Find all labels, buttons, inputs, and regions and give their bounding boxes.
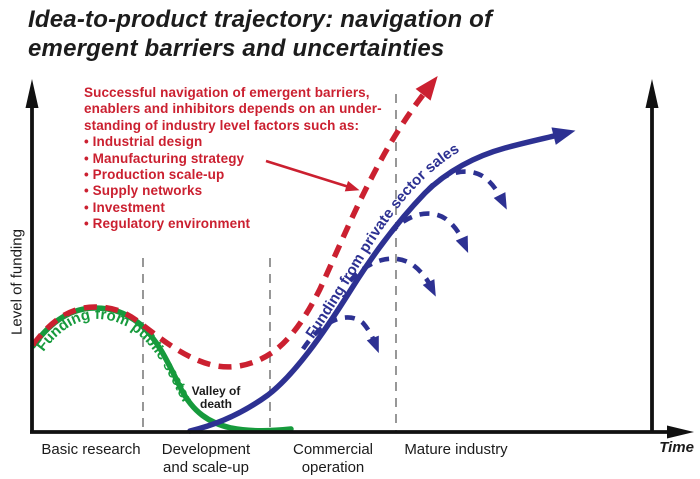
spinoff-arrow-1: [301, 315, 379, 354]
public-funding-curve-label-text: Funding from public sector: [33, 306, 195, 407]
spinoff-arrow-3: [388, 211, 469, 253]
x-axis-arrowhead: [667, 425, 694, 439]
valley-line-2: death: [199, 397, 233, 411]
x-category-mature-industry: Mature industry: [404, 441, 507, 459]
private-funding-curve: [187, 127, 576, 434]
note-bullet-item: • Investment: [84, 199, 165, 215]
x-category-line: Basic research: [41, 441, 141, 458]
note-line: enablers and inhibitors depends on an un…: [84, 101, 382, 117]
x-category-line: operation: [301, 459, 365, 476]
note-pointer-arrow: [265, 159, 360, 192]
x-category-basic-research: Basic research: [41, 441, 140, 459]
note-bullet-item: • Supply networks: [84, 183, 203, 199]
note-bullet-item: • Regulatory environment: [84, 216, 251, 232]
y-axis-left-arrowhead: [25, 79, 39, 108]
x-category-development: Development and scale-up: [162, 441, 250, 477]
x-category-line: Mature industry: [404, 441, 508, 458]
valley-line-1: Valley of: [191, 384, 241, 398]
note-line: standing of industry level factors such …: [84, 117, 360, 133]
page-title: Idea-to-product trajectory: navigation o…: [28, 5, 492, 63]
note-line: Successful navigation of emergent barrie…: [84, 85, 370, 100]
spinoff-arrow-4: [424, 169, 507, 210]
x-category-line: and scale-up: [163, 459, 249, 476]
public-funding-curve-label: Funding from public sector: [33, 306, 195, 407]
spinoff-arrow-2: [348, 256, 436, 297]
x-category-line: Development: [161, 441, 251, 458]
y-axis-right-arrowhead: [645, 79, 659, 108]
note-bullet-item: • Production scale-up: [84, 167, 225, 183]
note-bullet-item: • Manufacturing strategy: [84, 150, 245, 166]
x-category-commercial: Commercial operation: [293, 441, 373, 477]
x-axis-label: Time: [659, 439, 694, 456]
page-title-line-1: Idea-to-product trajectory: navigation o…: [28, 6, 493, 33]
page-title-line-2: emergent barriers and uncertainties: [28, 35, 445, 62]
valley-of-death-label: Valley of death: [192, 385, 241, 411]
x-category-line: Commercial: [292, 441, 374, 458]
note-bullet-item: • Industrial design: [84, 134, 203, 150]
factors-note: Successful navigation of emergent barrie…: [84, 85, 382, 233]
y-axis-label: Level of funding: [8, 229, 26, 335]
